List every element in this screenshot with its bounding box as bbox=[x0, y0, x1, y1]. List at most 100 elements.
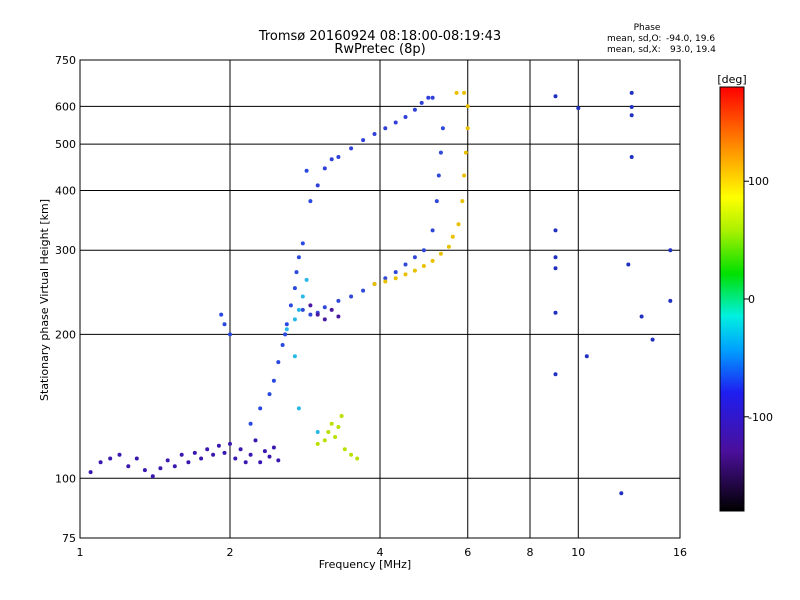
data-point bbox=[117, 452, 122, 457]
data-point bbox=[219, 312, 224, 317]
data-point bbox=[393, 120, 398, 125]
data-point bbox=[258, 406, 263, 411]
x-tick-label: 16 bbox=[673, 546, 687, 559]
data-point bbox=[553, 372, 558, 377]
data-point bbox=[315, 430, 320, 434]
data-point bbox=[553, 266, 558, 271]
data-point bbox=[412, 268, 417, 273]
data-point bbox=[421, 264, 426, 268]
data-point bbox=[553, 255, 558, 260]
data-point bbox=[446, 244, 451, 249]
data-point bbox=[361, 288, 366, 293]
data-point bbox=[243, 460, 248, 465]
data-point bbox=[349, 452, 354, 457]
data-point bbox=[296, 307, 301, 312]
data-point bbox=[372, 282, 377, 286]
data-point bbox=[440, 126, 445, 131]
data-point bbox=[333, 435, 338, 439]
x-tick-label: 10 bbox=[571, 546, 585, 559]
data-point bbox=[553, 310, 558, 315]
y-tick-label: 600 bbox=[55, 100, 76, 113]
data-point bbox=[276, 360, 281, 365]
data-point bbox=[248, 452, 253, 457]
data-point bbox=[98, 460, 103, 465]
y-tick-label: 75 bbox=[62, 532, 76, 545]
data-point bbox=[315, 183, 320, 188]
phase-x-label: mean, sd,X: bbox=[607, 45, 661, 55]
data-point bbox=[304, 168, 309, 173]
data-point bbox=[426, 95, 431, 100]
data-point bbox=[308, 312, 313, 317]
data-point bbox=[326, 430, 331, 434]
data-point bbox=[315, 312, 320, 317]
data-point bbox=[462, 173, 467, 178]
data-point bbox=[322, 305, 327, 310]
data-point bbox=[300, 307, 305, 312]
data-point bbox=[304, 277, 309, 282]
data-point bbox=[322, 438, 327, 443]
data-point bbox=[228, 441, 232, 446]
data-point bbox=[205, 447, 210, 452]
phase-o-values: -94.0, 19.6 bbox=[666, 34, 715, 44]
data-point bbox=[186, 460, 191, 465]
data-point bbox=[629, 90, 634, 95]
data-point bbox=[322, 317, 327, 322]
data-point bbox=[216, 443, 221, 448]
data-point bbox=[329, 157, 334, 162]
axis-ticks: 1 2 4 6 8 10 16 75 100 200 300 400 500 600 750 bbox=[55, 54, 687, 559]
data-point bbox=[336, 314, 341, 319]
data-point bbox=[438, 150, 443, 155]
data-point bbox=[553, 228, 558, 233]
data-point bbox=[372, 132, 377, 136]
data-point bbox=[383, 126, 388, 131]
data-point bbox=[355, 456, 360, 461]
data-point bbox=[421, 248, 426, 253]
data-point bbox=[108, 456, 113, 461]
data-point bbox=[296, 255, 301, 260]
data-point bbox=[142, 468, 147, 473]
data-point bbox=[292, 286, 297, 291]
data-point bbox=[419, 100, 424, 105]
phase-x-values: 93.0, 19.4 bbox=[670, 45, 716, 55]
data-point bbox=[165, 458, 170, 463]
data-point bbox=[584, 354, 589, 359]
data-point bbox=[462, 90, 467, 95]
phase-heading: Phase bbox=[634, 23, 661, 33]
data-point bbox=[629, 113, 634, 118]
data-point bbox=[430, 95, 435, 100]
data-point bbox=[465, 126, 470, 131]
data-point bbox=[393, 270, 398, 275]
data-point bbox=[192, 450, 197, 455]
data-point bbox=[336, 155, 341, 159]
data-point bbox=[336, 425, 341, 429]
data-point bbox=[283, 332, 288, 337]
data-point bbox=[465, 104, 470, 109]
data-point bbox=[430, 258, 435, 263]
data-point bbox=[308, 199, 313, 204]
chart-title: Tromsø 20160924 08:18:00-08:19:43 bbox=[258, 29, 501, 44]
data-point bbox=[172, 464, 177, 469]
data-point bbox=[650, 337, 655, 342]
data-points bbox=[88, 90, 673, 496]
data-point bbox=[199, 456, 204, 461]
data-point bbox=[222, 322, 227, 327]
data-point bbox=[271, 378, 276, 383]
data-point bbox=[412, 255, 417, 260]
data-point bbox=[211, 452, 216, 457]
data-point bbox=[403, 262, 408, 267]
data-point bbox=[383, 276, 388, 281]
data-point bbox=[150, 474, 155, 479]
x-axis-label: Frequency [MHz] bbox=[319, 558, 411, 571]
x-tick-label: 1 bbox=[77, 546, 84, 559]
grid-lines bbox=[80, 60, 680, 538]
data-point bbox=[233, 456, 238, 461]
data-point bbox=[639, 314, 644, 319]
data-point bbox=[342, 447, 347, 452]
data-point bbox=[284, 327, 289, 332]
data-point bbox=[248, 421, 253, 426]
data-point bbox=[434, 199, 439, 204]
data-point bbox=[300, 241, 305, 246]
data-point bbox=[430, 228, 435, 233]
data-point bbox=[262, 449, 267, 454]
